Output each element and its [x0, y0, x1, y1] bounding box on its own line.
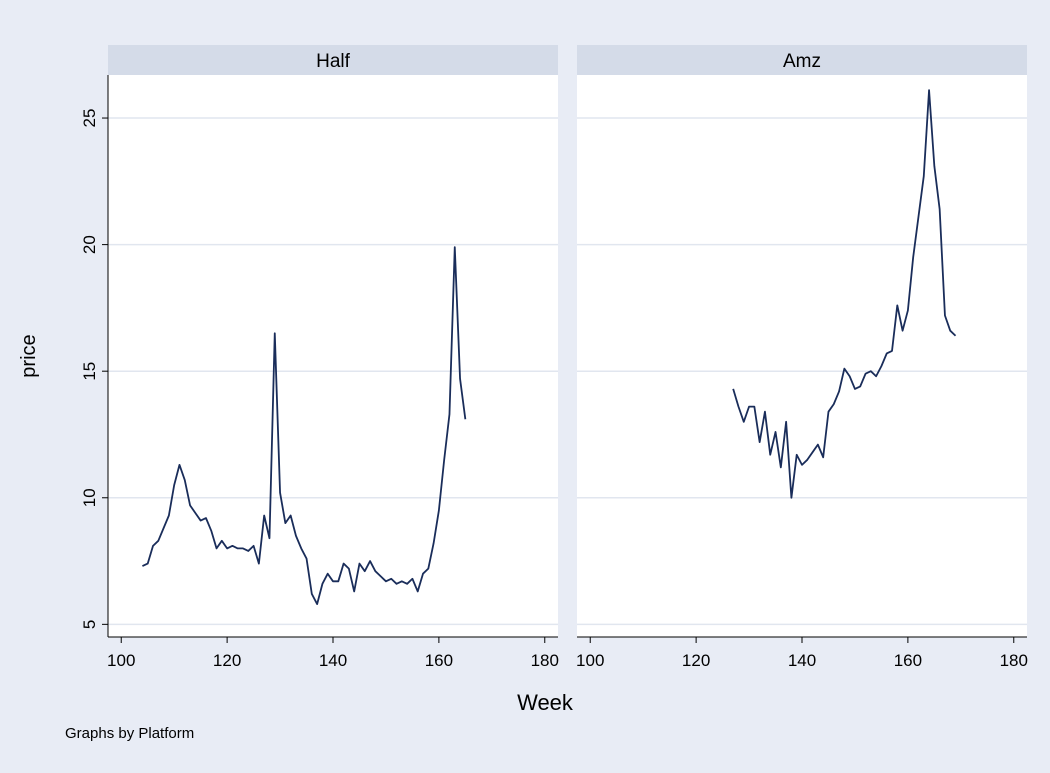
- x-tick-label: 160: [894, 651, 922, 670]
- plot-area: [108, 75, 558, 637]
- x-tick-label: 160: [425, 651, 453, 670]
- y-tick-label: 15: [80, 362, 99, 381]
- x-tick-label: 100: [107, 651, 135, 670]
- x-tick-label: 180: [531, 651, 559, 670]
- x-tick-label: 120: [682, 651, 710, 670]
- x-axis-label: Week: [517, 690, 574, 715]
- plot-area: [577, 75, 1027, 637]
- strip: [108, 45, 558, 75]
- y-axis-label: price: [18, 334, 40, 377]
- strip: [577, 45, 1027, 75]
- y-tick-label: 25: [80, 109, 99, 128]
- x-tick-label: 120: [213, 651, 241, 670]
- x-tick-label: 140: [319, 651, 347, 670]
- y-tick-label: 10: [80, 488, 99, 507]
- panel-title: Amz: [783, 51, 821, 72]
- x-tick-label: 180: [1000, 651, 1028, 670]
- line: [732, 89, 957, 499]
- x-tick-label: 140: [788, 651, 816, 670]
- note: Graphs by Platform: [65, 725, 194, 742]
- y-tick-label: 20: [80, 235, 99, 254]
- x-tick-label: 100: [576, 651, 604, 670]
- line: [142, 246, 467, 605]
- y-tick-label: 5: [80, 620, 99, 629]
- panel-title: Half: [316, 51, 351, 72]
